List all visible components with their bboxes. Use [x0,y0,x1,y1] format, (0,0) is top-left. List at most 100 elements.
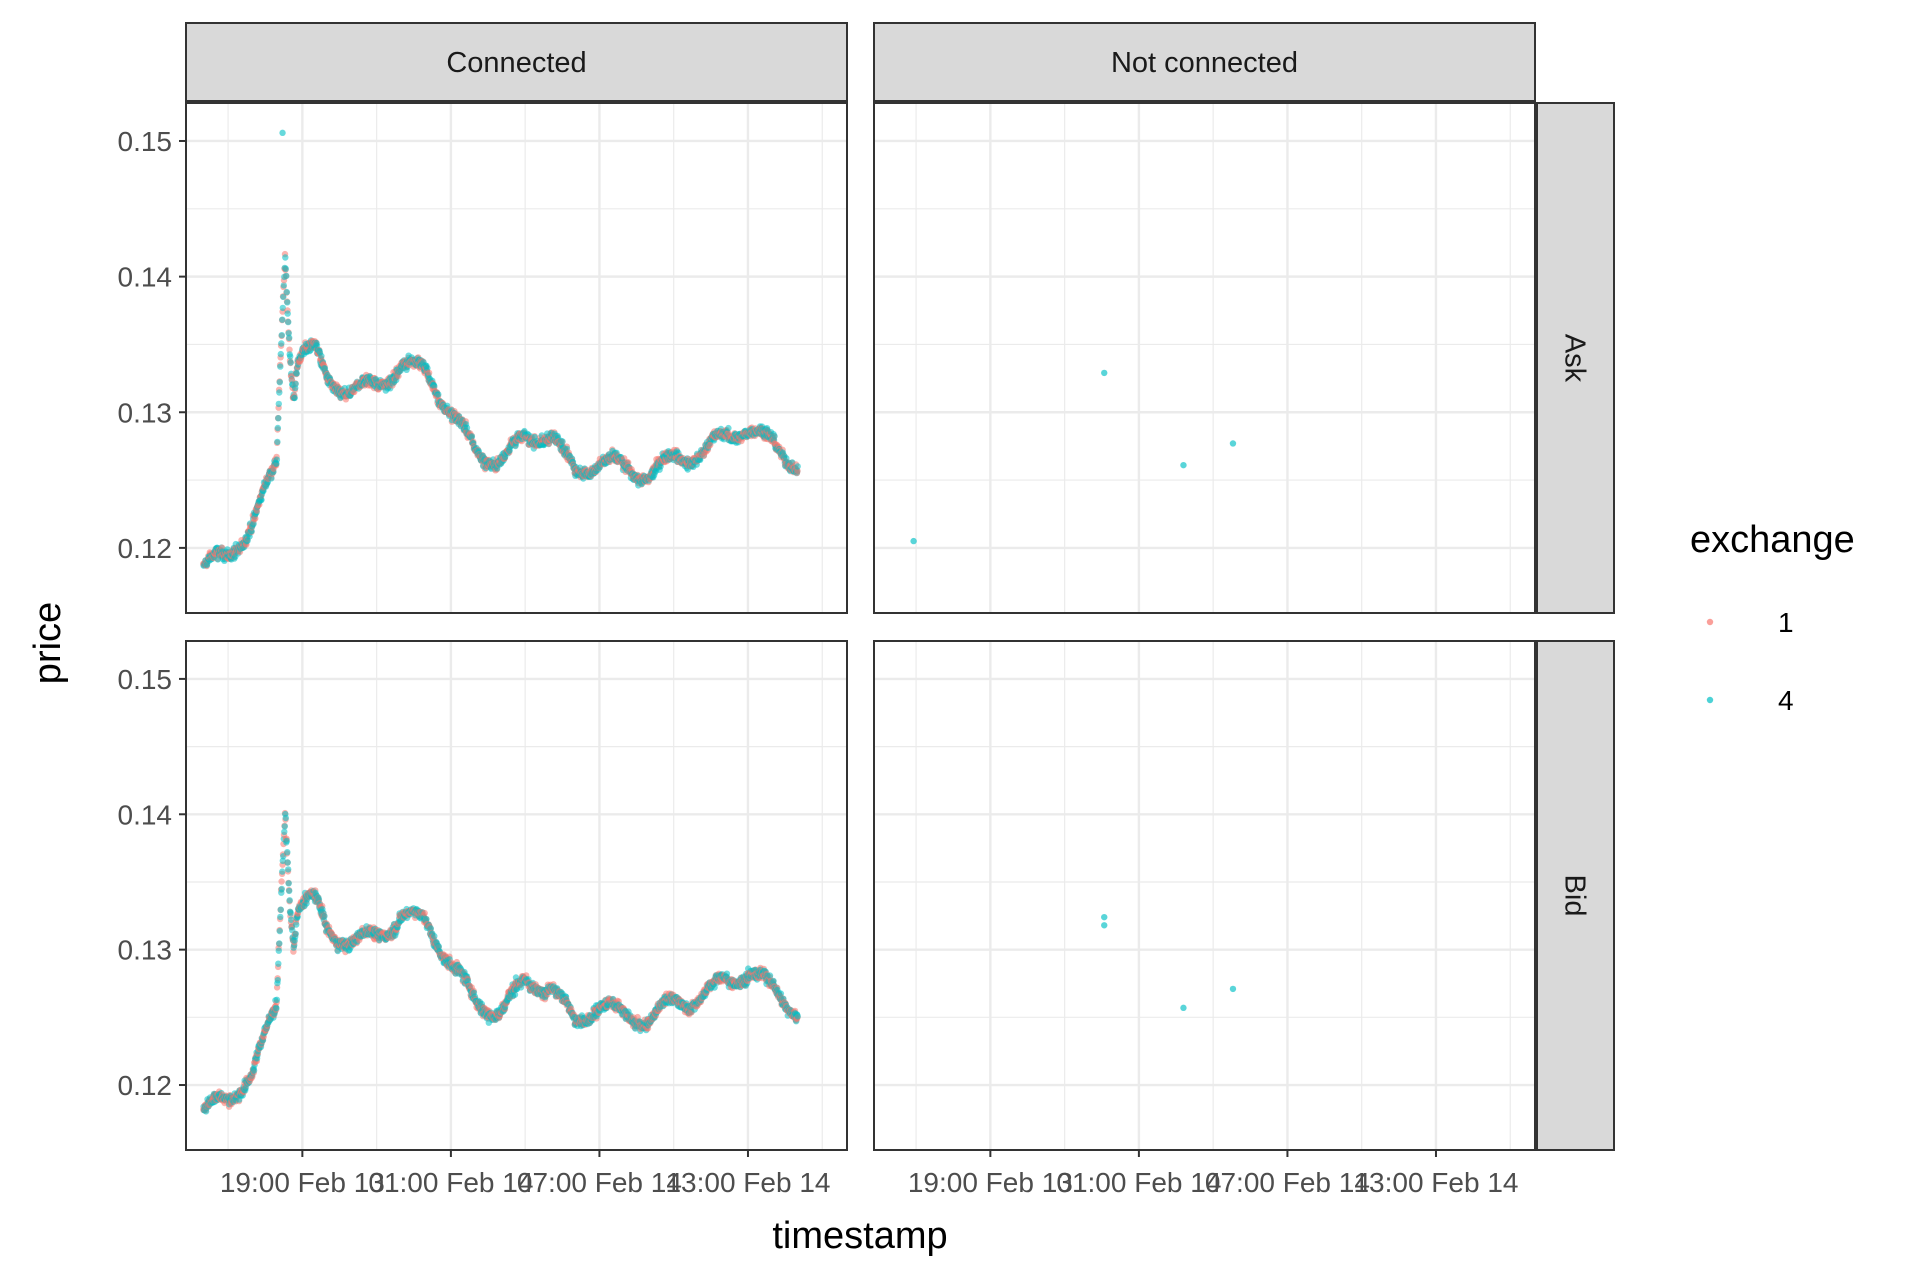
data-point-exchange-4 [284,859,291,866]
data-point-exchange-1 [286,346,293,353]
y-tick-label: 0.13 [118,935,173,966]
data-point-exchange-4 [277,363,284,370]
data-point-exchange-4 [274,438,281,446]
strip-label: Connected [446,47,586,79]
legend-label: 1 [1778,607,1794,638]
data-point-exchange-4 [291,394,298,402]
x-tick-label: 13:00 Feb 14 [1353,1167,1518,1198]
data-point-exchange-4 [431,383,438,390]
data-point-exchange-4 [318,352,325,360]
data-point-exchange-4 [278,332,285,339]
strip-column-connected: Connected [185,22,848,102]
panel-not-connected-ask [873,102,1536,614]
strip-label: Not connected [1111,47,1298,79]
panels-layer [185,102,1536,1151]
data-point-exchange-4 [279,868,286,875]
panel-connected-bid [185,640,848,1151]
legend-key [1706,618,1714,626]
panel-connected-ask [185,102,848,614]
data-point-exchange-4 [276,940,283,947]
data-point-exchange-4 [276,389,283,396]
data-point-exchange-4 [276,379,283,386]
data-point-exchange-4 [278,885,285,893]
x-axis-title: timestamp [772,1215,947,1257]
data-point-exchange-4 [277,913,284,921]
data-point-exchange-4 [285,318,292,326]
data-point-exchange-4 [463,424,471,431]
data-point-exchange-1 [625,459,632,466]
y-tick-label: 0.12 [118,1070,173,1101]
y-tick-label: 0.12 [118,533,173,564]
data-point-exchange-4 [1101,913,1108,921]
data-point-exchange-4 [282,265,289,272]
data-point-outlier [279,129,286,137]
data-point-exchange-4 [284,849,291,856]
data-point-exchange-1 [425,369,433,376]
data-point-exchange-4 [293,370,300,377]
data-point-exchange-4 [279,304,286,312]
data-point-exchange-4 [286,334,293,341]
x-tick-label: 13:00 Feb 14 [665,1167,830,1198]
data-point-exchange-4 [282,814,289,822]
legend-label: 4 [1778,685,1794,716]
data-point-exchange-4 [273,456,281,463]
data-point-exchange-4 [274,977,281,984]
data-point-exchange-4 [321,913,328,920]
data-point-exchange-4 [285,866,292,873]
data-point-exchange-4 [766,972,774,979]
x-tick-label: 01:00 Feb 14 [368,1167,533,1198]
x-tick-label: 01:00 Feb 14 [1056,1167,1221,1198]
data-point-exchange-1 [278,878,285,885]
data-point-exchange-4 [280,282,287,289]
data-point-exchange-4 [277,906,284,913]
points-connected-ask [200,129,801,570]
data-point-exchange-4 [794,1013,801,1020]
x-tick-label: 07:00 Feb 14 [517,1167,682,1198]
y-tick-label: 0.15 [118,664,173,695]
data-point-exchange-4 [1229,985,1237,993]
data-point-exchange-4 [910,537,917,545]
data-point-exchange-4 [511,991,519,998]
data-point-exchange-4 [1229,440,1237,447]
y-tick-label: 0.13 [118,397,173,428]
x-tick-label: 07:00 Feb 14 [1205,1167,1370,1198]
x-tick-label: 19:00 Feb 13 [908,1167,1073,1198]
y-tick-label: 0.15 [118,126,173,157]
data-point-exchange-4 [281,823,288,830]
data-point-exchange-4 [284,299,291,306]
data-point-exchange-4 [1101,369,1108,377]
y-tick-label: 0.14 [118,799,173,830]
data-point-exchange-4 [285,880,292,887]
data-point-exchange-4 [283,288,290,296]
data-point-exchange-4 [725,424,732,432]
data-point-exchange-4 [435,391,442,398]
data-point-exchange-4 [275,960,282,967]
data-point-exchange-4 [287,910,294,917]
data-point-exchange-1 [252,515,259,522]
data-point-exchange-4 [287,359,294,366]
data-point-exchange-4 [286,897,293,904]
strip-row-ask: Ask [1536,102,1615,614]
data-point-exchange-4 [1180,461,1187,469]
data-point-exchange-4 [274,424,281,432]
data-point-exchange-4 [287,353,294,360]
legend-title: exchange [1690,519,1855,561]
data-point-exchange-4 [559,438,566,445]
data-point-exchange-1 [421,909,428,917]
data-point-exchange-4 [282,254,289,261]
data-point-exchange-4 [279,316,286,323]
data-point-exchange-4 [468,433,476,440]
y-tick-label: 0.14 [118,262,173,293]
data-point-exchange-4 [275,415,282,422]
y-axis-title: price [27,602,69,684]
panel-not-connected-bid [873,640,1536,1151]
data-point-exchange-4 [431,933,438,940]
data-point-exchange-4 [1101,922,1108,929]
data-point-exchange-4 [286,887,293,895]
strip-column-not-connected: Not connected [873,22,1536,102]
data-point-exchange-4 [258,496,265,504]
data-point-exchange-4 [283,837,290,845]
data-point-exchange-4 [273,996,281,1003]
data-point-exchange-4 [278,340,285,347]
